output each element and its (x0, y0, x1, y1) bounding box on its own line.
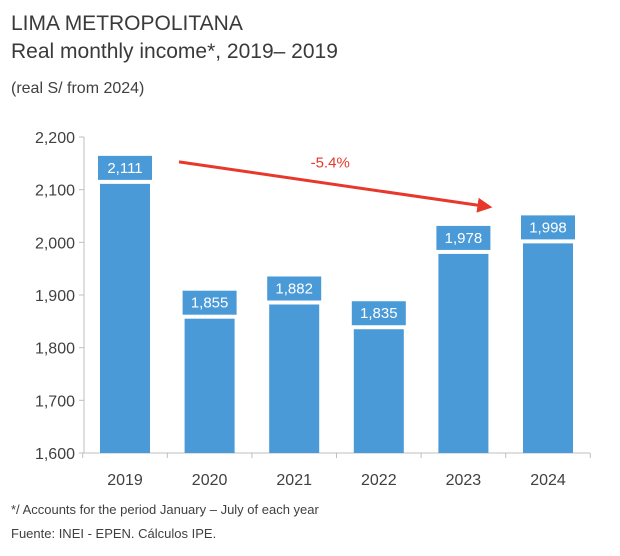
value-label: 1,882 (275, 280, 313, 297)
category-label: 2020 (192, 472, 228, 489)
value-label-box (351, 301, 406, 326)
bar-2024 (523, 243, 573, 453)
y-tick-label: 1,800 (35, 341, 75, 358)
y-tick-label: 1,600 (35, 446, 75, 463)
y-tick-label: 2,000 (35, 235, 75, 252)
y-tick-label: 2,200 (35, 130, 75, 147)
value-label-box (267, 276, 322, 301)
value-label-box (182, 290, 237, 315)
y-tick-label: 1,900 (35, 288, 75, 305)
bar-2023 (438, 253, 489, 453)
income-bar-chart: 1,600 1,700 1,800 1,900 2,000 2,100 2,200 2,111… (35, 130, 591, 489)
bar-2019 (100, 183, 150, 453)
category-label: 2021 (276, 472, 312, 489)
value-label: 1,978 (445, 230, 483, 247)
category-label: 2019 (107, 472, 143, 489)
footnote: */ Accounts for the period January – Jul… (11, 502, 319, 517)
category-label: 2024 (530, 472, 566, 489)
value-label-box (521, 215, 575, 240)
chart-subtitle: Real monthly income*, 2019– 2019 (11, 40, 338, 63)
trend-annotation-label: -5.4% (311, 154, 350, 171)
bar-2022 (353, 329, 404, 453)
y-tick-label: 1,700 (35, 393, 75, 410)
bar-2020 (184, 318, 235, 453)
y-tick-label: 2,100 (35, 183, 75, 200)
value-label: 2,111 (107, 160, 142, 177)
trend-arrow (178, 160, 493, 213)
category-label: 2022 (361, 472, 397, 489)
unit-note: (real S/ from 2024) (11, 80, 145, 97)
value-label-box (436, 225, 491, 250)
value-label: 1,998 (529, 219, 567, 236)
bar-2021 (269, 304, 320, 453)
value-label: 1,835 (360, 305, 398, 322)
category-label: 2023 (446, 472, 482, 489)
value-label-box (98, 155, 152, 180)
chart-title: LIMA METROPOLITANA (11, 12, 243, 35)
source-note: Fuente: INEI - EPEN. Cálculos IPE. (11, 526, 217, 541)
value-label: 1,855 (191, 295, 229, 312)
